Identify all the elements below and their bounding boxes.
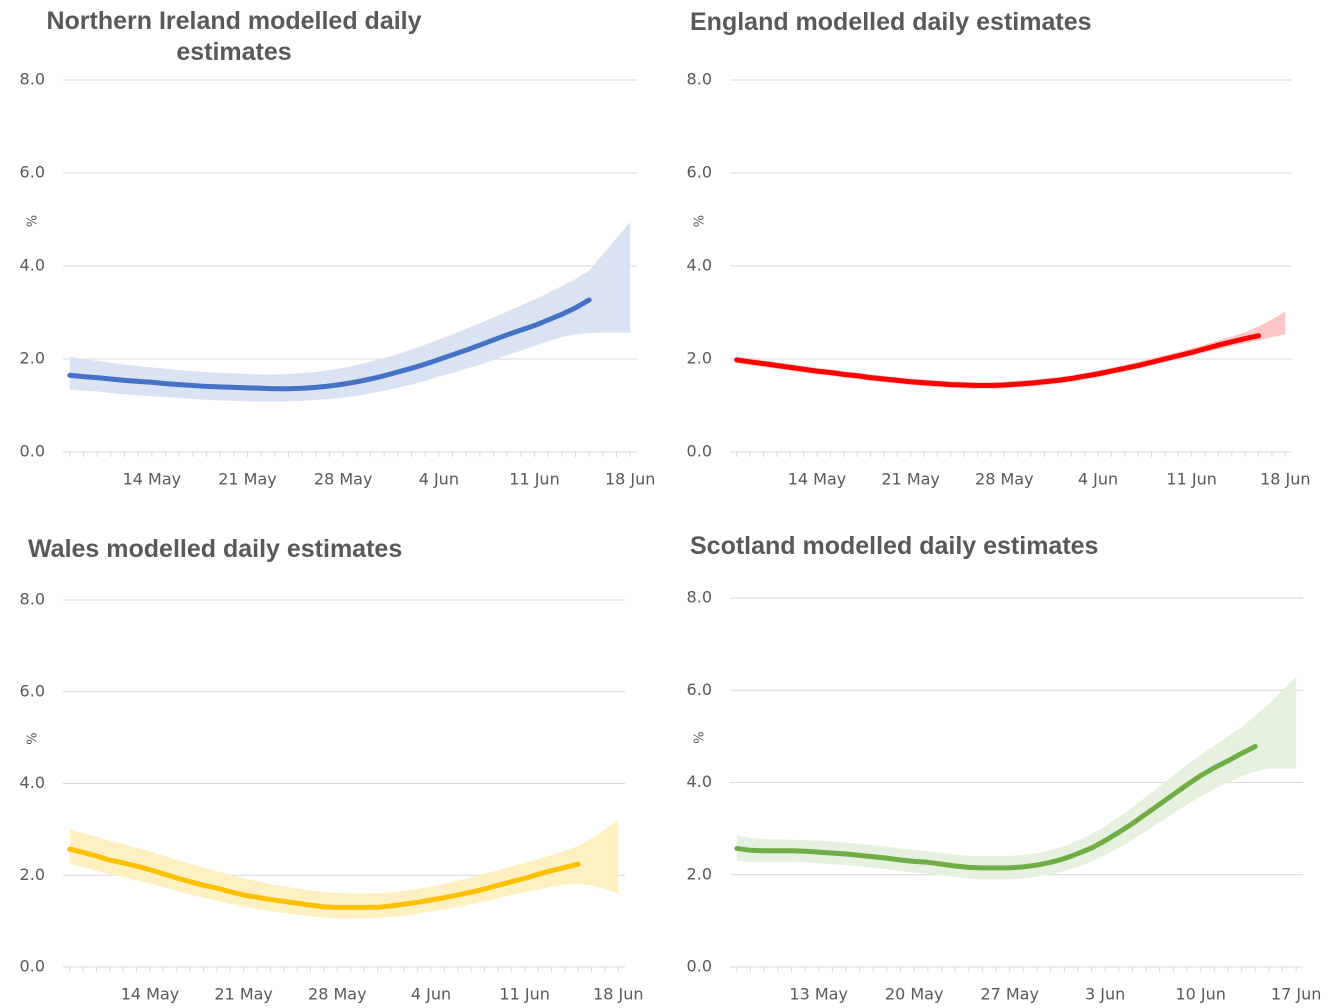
y-tick-label: 8.0 <box>687 70 712 89</box>
line <box>734 333 1262 389</box>
y-axis-label: % <box>26 215 41 227</box>
y-tick-label: 2.0 <box>20 349 45 368</box>
x-tick-label: 17 Jun <box>1271 985 1321 1004</box>
y-tick-label: 0.0 <box>687 442 712 461</box>
x-tick-label: 11 Jun <box>509 470 559 489</box>
x-tick-label: 21 May <box>881 470 940 489</box>
y-tick-label: 6.0 <box>20 681 45 700</box>
x-tick-label: 18 Jun <box>605 470 655 489</box>
y-tick-label: 2.0 <box>687 864 712 883</box>
y-tick-label: 4.0 <box>687 256 712 275</box>
y-axis-label: % <box>693 215 708 227</box>
x-tick-label: 28 May <box>308 985 367 1004</box>
band <box>69 221 631 402</box>
x-tick-label: 28 May <box>314 470 373 489</box>
line <box>67 846 581 910</box>
y-tick-label: 0.0 <box>20 957 45 976</box>
x-tick-label: 14 May <box>788 470 847 489</box>
y-tick-label: 6.0 <box>687 163 712 182</box>
x-tick-label: 13 May <box>789 985 848 1004</box>
x-tick-label: 4 Jun <box>419 470 459 489</box>
x-tick-label: 4 Jun <box>411 985 451 1004</box>
y-tick-label: 4.0 <box>20 773 45 792</box>
y-tick-label: 2.0 <box>20 865 45 884</box>
line <box>67 297 592 392</box>
y-tick-label: 0.0 <box>20 442 45 461</box>
x-tick-label: 21 May <box>214 985 273 1004</box>
x-tick-label: 20 May <box>885 985 944 1004</box>
x-tick-label: 14 May <box>123 470 182 489</box>
y-tick-label: 8.0 <box>20 590 45 609</box>
x-tick-label: 18 Jun <box>1260 470 1310 489</box>
x-tick-label: 21 May <box>218 470 277 489</box>
x-tick-label: 11 Jun <box>499 985 549 1004</box>
x-tick-label: 14 May <box>121 985 180 1004</box>
y-tick-label: 8.0 <box>687 588 712 607</box>
band <box>736 676 1297 880</box>
x-tick-label: 11 Jun <box>1166 470 1216 489</box>
x-tick-label: 28 May <box>975 470 1034 489</box>
y-tick-label: 2.0 <box>687 349 712 368</box>
y-axis-label: % <box>26 732 41 744</box>
x-tick-label: 10 Jun <box>1175 985 1225 1004</box>
chart-title: England modelled daily estimates <box>690 8 1092 36</box>
x-tick-label: 4 Jun <box>1078 470 1118 489</box>
y-axis-label: % <box>693 731 708 743</box>
y-tick-label: 4.0 <box>20 256 45 275</box>
y-tick-label: 6.0 <box>20 163 45 182</box>
y-tick-label: 6.0 <box>687 680 712 699</box>
x-tick-label: 3 Jun <box>1085 985 1125 1004</box>
y-tick-label: 0.0 <box>687 957 712 976</box>
y-tick-label: 8.0 <box>20 70 45 89</box>
y-tick-label: 4.0 <box>687 772 712 791</box>
chart-title: Scotland modelled daily estimates <box>690 532 1099 560</box>
x-tick-label: 27 May <box>980 985 1039 1004</box>
line <box>734 744 1258 871</box>
x-tick-label: 18 Jun <box>593 985 643 1004</box>
chart-title: Northern Ireland modelled daily estimate… <box>46 7 422 66</box>
band <box>69 820 619 919</box>
chart-title: Wales modelled daily estimates <box>28 535 403 563</box>
